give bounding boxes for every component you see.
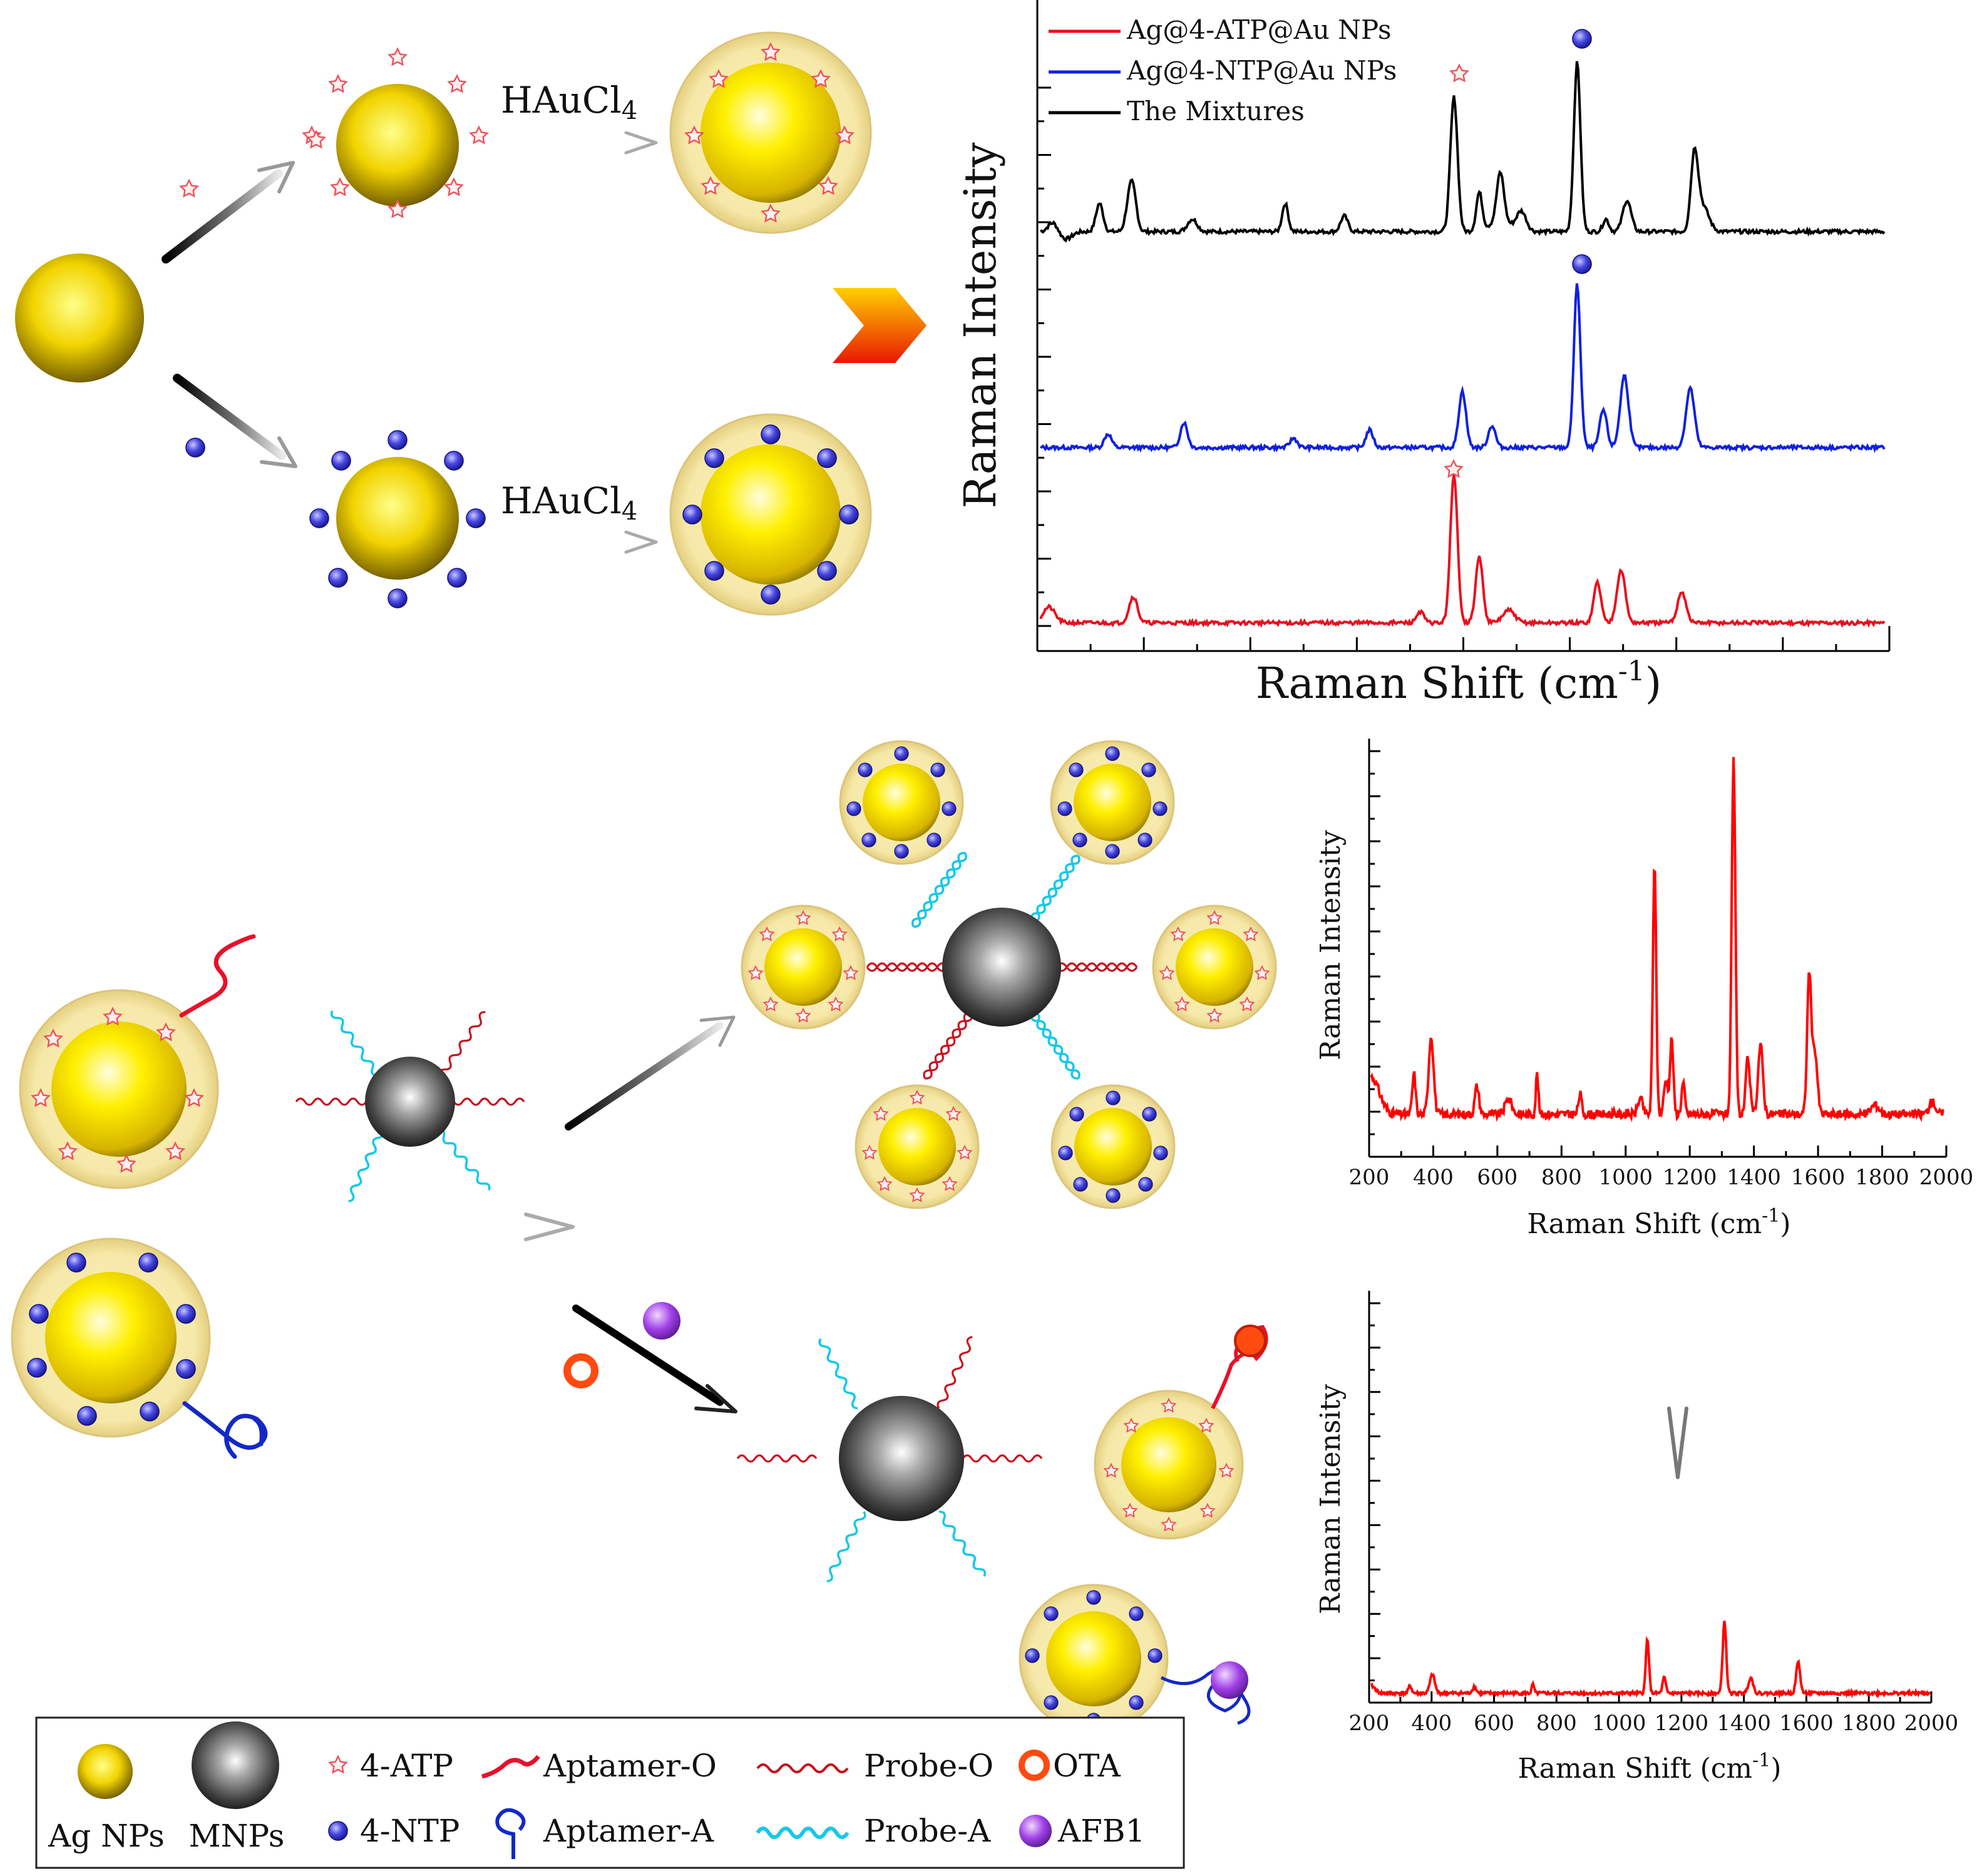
ntp-spectrum-line <box>1040 283 1886 454</box>
mixture-spectrum-line <box>1040 61 1886 243</box>
hauc-reagent-bottom: HAuCl4 <box>501 479 658 554</box>
mid-chart-x-label: Raman Shift (cm-1) <box>1527 1205 1790 1240</box>
svg-text:HAuCl4: HAuCl4 <box>501 479 637 526</box>
bound-ntp-tag <box>839 740 964 865</box>
legend-item-atp: Ag@4-ATP@Au NPs <box>1126 14 1392 45</box>
x-tick-label: 1400 <box>1717 1711 1771 1736</box>
afb1-target-icon <box>643 1302 680 1340</box>
arrow-to-assembly <box>565 1015 736 1130</box>
arrow-to-atp-coating <box>162 161 295 264</box>
peak-ntp-marker-icon <box>1572 29 1592 49</box>
x-tick-label: 400 <box>1413 1165 1454 1190</box>
bot-chart-x-label: Raman Shift (cm-1) <box>1517 1750 1781 1785</box>
legend-ntp-label: 4-NTP <box>360 1813 460 1849</box>
x-tick-label: 200 <box>1349 1711 1390 1736</box>
x-tick-label: 400 <box>1411 1711 1452 1736</box>
bound-atp-tag <box>855 1084 980 1209</box>
x-tick-label: 2000 <box>1919 1165 1974 1190</box>
released-ntp-tag-with-afb1 <box>1019 1584 1251 1734</box>
top-raman-chart: Ag@4-ATP@Au NPs Ag@4-NTP@Au NPs The Mixt… <box>955 0 1891 709</box>
svg-text:HAuCl4: HAuCl4 <box>501 79 637 125</box>
atp-nanotag-with-aptamer-o <box>19 934 256 1189</box>
x-tick-label: 1800 <box>1842 1711 1896 1736</box>
legend-afb1-label: AFB1 <box>1057 1813 1145 1849</box>
mixing-arrow <box>257 1212 575 1241</box>
legend-mnp-label: MNPs <box>189 1818 285 1854</box>
x-tick-label: 800 <box>1536 1711 1577 1736</box>
arrow-to-target-binding <box>572 1304 737 1413</box>
legend-probe-o-icon <box>756 1763 849 1773</box>
legend-ag-label: Ag NPs <box>48 1818 165 1854</box>
aptamer-a-strand <box>182 1401 268 1459</box>
x-tick-label: 1600 <box>1779 1711 1834 1736</box>
legend-ntp-icon <box>328 1821 348 1841</box>
x-tick-label: 2000 <box>1904 1711 1959 1736</box>
ntp-nanotag-with-aptamer-a <box>11 1238 268 1459</box>
mid-raman-chart: 200 400 600 800 1000 1200 1400 1600 1800 2000 Ram… <box>1315 739 1973 1240</box>
ag-nanoparticle <box>15 254 144 382</box>
ag-atp-au-nanoparticle <box>669 31 872 234</box>
legend-item-mixture: The Mixtures <box>1127 96 1305 126</box>
ag-ntp-au-nanoparticle <box>669 413 872 616</box>
legend-aptamer-a-label: Aptamer-A <box>543 1813 714 1849</box>
x-tick-label: 600 <box>1474 1711 1514 1736</box>
bot-chart-y-label: Raman Intensity <box>1315 1384 1347 1614</box>
atp-star-icon <box>180 179 198 197</box>
arrow-to-ntp-coating <box>173 374 297 468</box>
x-tick-label: 1200 <box>1655 1711 1709 1736</box>
assembled-sandwich-complex <box>866 849 1138 1082</box>
signal-decrease-arrow <box>1667 1252 1688 1479</box>
hauc-reagent-top: HAuCl4 <box>501 79 658 155</box>
x-tick-label: 1000 <box>1599 1165 1653 1190</box>
legend-aptamer-o-label: Aptamer-O <box>543 1748 717 1784</box>
mid-spectrum-line <box>1370 757 1944 1123</box>
ag-ntp-nanoparticle <box>309 430 486 608</box>
x-tick-label: 1400 <box>1727 1165 1781 1190</box>
bound-atp-tag <box>1152 905 1277 1030</box>
bot-raman-chart: 200 400 600 800 1000 1200 1400 1600 1800 2000 Ram… <box>1315 1291 1958 1785</box>
mnp-with-probes <box>295 1008 525 1204</box>
atp-spectrum-line <box>1039 474 1886 628</box>
legend-atp-star-icon <box>1450 64 1469 82</box>
ag-atp-nanoparticle <box>302 48 488 218</box>
bound-ntp-tag <box>1050 1084 1176 1209</box>
legend-afb1-icon <box>1019 1815 1052 1847</box>
legend-probe-a-label: Probe-A <box>864 1813 991 1849</box>
bound-atp-tag <box>741 905 866 1030</box>
ota-target-icon <box>563 1353 598 1388</box>
chevron-arrow-icon <box>833 288 927 363</box>
x-tick-label: 800 <box>1541 1165 1582 1190</box>
legend-ota-label: OTA <box>1053 1748 1121 1784</box>
legend-probe-o-label: Probe-O <box>864 1748 994 1784</box>
x-tick-label: 200 <box>1349 1165 1390 1190</box>
legend-atp-label: 4-ATP <box>360 1748 453 1784</box>
peak-atp-marker-icon <box>1444 459 1463 478</box>
x-tick-label: 1000 <box>1592 1711 1646 1736</box>
legend-ag-icon <box>78 1744 133 1799</box>
x-tick-label: 1600 <box>1791 1165 1846 1190</box>
x-tick-label: 600 <box>1477 1165 1517 1190</box>
x-tick-label: 1200 <box>1663 1165 1717 1190</box>
legend-aptamer-o-icon <box>481 1755 540 1779</box>
mid-chart-y-label: Raman Intensity <box>1315 830 1347 1060</box>
bound-ntp-tag <box>1050 740 1175 865</box>
legend-ota-icon <box>1019 1750 1050 1781</box>
released-atp-tag-with-ota <box>1094 1325 1268 1540</box>
ntp-dot-icon <box>185 438 205 458</box>
top-chart-x-label: Raman Shift (cm-1) <box>1256 655 1661 709</box>
top-chart-y-label: Raman Intensity <box>955 142 1006 508</box>
mnp-after-target-binding <box>736 1335 1043 1584</box>
peak-ntp-marker-icon <box>1572 254 1592 274</box>
legend-aptamer-a-icon <box>495 1808 526 1859</box>
symbol-legend: Ag NPs MNPs 4-ATP 4-NTP Aptamer-O Aptame… <box>35 1716 1185 1869</box>
top-chart-legend: Ag@4-ATP@Au NPs Ag@4-NTP@Au NPs The Mixt… <box>1049 14 1397 126</box>
bot-spectrum-line <box>1370 1621 1931 1699</box>
x-tick-label: 1800 <box>1855 1165 1909 1190</box>
legend-mnp-icon <box>192 1721 279 1809</box>
legend-probe-a-icon <box>756 1827 850 1839</box>
aptamer-o-strand <box>179 934 256 1018</box>
legend-item-ntp: Ag@4-NTP@Au NPs <box>1126 55 1397 86</box>
